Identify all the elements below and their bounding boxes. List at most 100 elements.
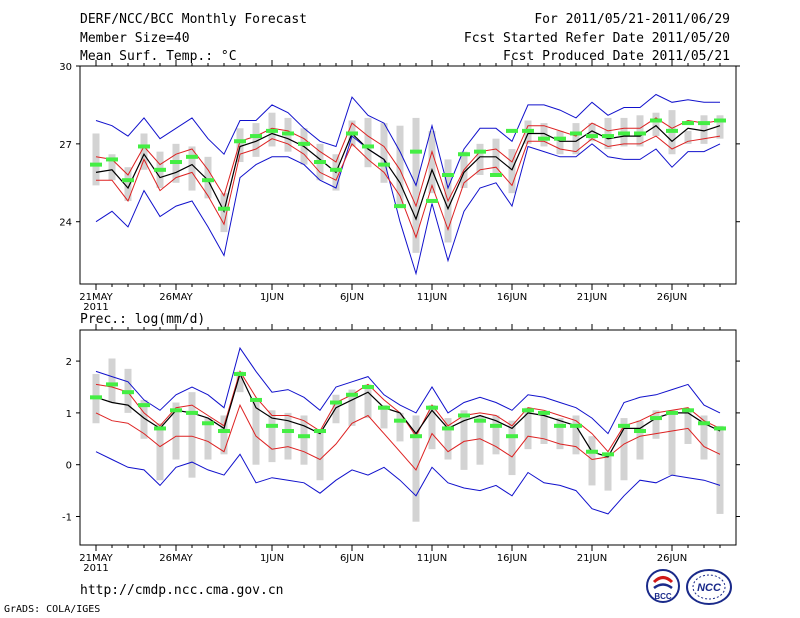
prec-spread-bar xyxy=(220,415,228,455)
prec-year-label: 2011 xyxy=(83,563,108,574)
forecast-period: For 2011/05/21-2011/06/29 xyxy=(534,12,730,27)
temp-spread-bar xyxy=(140,133,148,170)
temp-member-marker xyxy=(490,173,502,177)
prec-member-marker xyxy=(282,429,294,434)
temp-member-marker xyxy=(250,134,262,139)
prec-spread-bar xyxy=(268,410,276,463)
prec-member-marker xyxy=(522,408,534,413)
temp-xtick-label: 11JUN xyxy=(417,292,447,303)
temp-member-marker xyxy=(522,128,534,133)
prec-spread-bar xyxy=(316,431,324,481)
prec-spread-bar xyxy=(236,371,244,393)
prec-spread-bar xyxy=(188,392,196,478)
temp-member-marker xyxy=(90,162,102,167)
temp-member-marker xyxy=(442,173,454,177)
bcc-logo-text: BCC xyxy=(654,592,672,601)
prec-member-marker xyxy=(586,449,598,454)
temp-member-marker xyxy=(106,157,118,162)
temp-spread-bar xyxy=(252,123,260,157)
temp-spread-bar xyxy=(92,133,100,186)
forecast-produced-date: Fcst Produced Date 2011/05/21 xyxy=(503,49,730,64)
temp-spread-bar xyxy=(700,115,708,144)
prec-spread-bar xyxy=(620,418,628,481)
prec-xtick-label: 26MAY xyxy=(159,553,193,564)
prec-xtick-label: 1JUN xyxy=(260,553,284,564)
prec-member-marker xyxy=(346,392,358,397)
temp-member-marker xyxy=(314,160,326,165)
prec-chart: -1 0 1 2 21MAY 26MAY 1JUN 6JUN 11JUN 16JUN 21JUN 26… xyxy=(62,324,740,574)
temp-spread-bar xyxy=(604,117,612,150)
prec-member-marker xyxy=(202,421,214,426)
prec-spread-bar xyxy=(396,412,404,442)
prec-spread-bar xyxy=(684,410,692,444)
prec-member-marker xyxy=(250,397,262,402)
temp-member-marker xyxy=(362,144,374,149)
prec-member-marker xyxy=(698,421,710,426)
prec-spread-bar xyxy=(348,389,356,426)
prec-spread-bar xyxy=(428,405,436,450)
temp-xtick-label: 6JUN xyxy=(340,292,364,303)
prec-member-marker xyxy=(538,410,550,415)
temp-member-marker xyxy=(170,160,182,165)
prec-spread-bar xyxy=(300,415,308,465)
temp-spread-bar xyxy=(652,112,660,137)
prec-member-marker xyxy=(266,423,278,428)
bcc-logo-ring-icon xyxy=(646,569,680,603)
temp-member-marker xyxy=(330,167,342,172)
temp-frame xyxy=(79,65,737,285)
temp-xtick-label: 26MAY xyxy=(159,292,193,303)
prec-spread-bar xyxy=(524,407,532,450)
temp-spread-bar xyxy=(236,128,244,163)
prec-spread-bar xyxy=(540,412,548,444)
prec-member-marker xyxy=(218,429,230,434)
prec-member-marker xyxy=(106,382,118,387)
source-url[interactable]: http://cmdp.ncc.cma.gov.cn xyxy=(80,583,284,598)
temp-member-marker xyxy=(234,139,246,144)
temp-spread-bar xyxy=(572,123,580,155)
temp-xtick-label: 16JUN xyxy=(497,292,527,303)
prec-member-marker xyxy=(666,410,678,415)
prec-member-marker xyxy=(682,408,694,413)
prec-member-marker xyxy=(330,400,342,405)
temp-xtick-label: 21MAY xyxy=(79,292,113,303)
prec-spread-bar xyxy=(700,415,708,460)
temp-spread-bar xyxy=(124,167,132,201)
temp-envelope-high-line xyxy=(95,135,721,276)
prec-spread-bar xyxy=(156,423,164,481)
prec-spread-bar xyxy=(460,410,468,470)
temp-spread-bar xyxy=(508,149,516,194)
prec-member-marker xyxy=(314,429,326,434)
temp-xtick-label: 26JUN xyxy=(657,292,687,303)
temp-xtick-label: 21JUN xyxy=(577,292,607,303)
grads-credit: GrADS: COLA/IGES xyxy=(4,604,101,615)
temp-member-marker xyxy=(202,178,214,183)
temp-member-marker xyxy=(650,118,662,123)
temp-member-marker xyxy=(538,136,550,141)
prec-spread-bar xyxy=(636,420,644,460)
prec-ytick-label: 0 xyxy=(66,461,72,472)
prec-spread-bar xyxy=(476,415,484,465)
prec-member-marker xyxy=(634,429,646,434)
prec-member-marker xyxy=(442,426,454,431)
prec-spread-bar xyxy=(572,415,580,455)
prec-member-marker xyxy=(602,452,614,457)
temp-member-marker xyxy=(474,149,486,154)
temp-member-marker xyxy=(618,131,630,136)
temp-spread-bar xyxy=(684,130,692,144)
prec-frame xyxy=(79,329,737,546)
prec-spread-bar xyxy=(412,415,420,522)
prec-spread-bar xyxy=(332,394,340,424)
prec-member-marker xyxy=(154,426,166,431)
temp-member-marker xyxy=(154,167,166,172)
prec-spread-bar xyxy=(284,412,292,460)
prec-spread-bar xyxy=(444,418,452,460)
temp-spread-bar xyxy=(716,115,724,139)
prec-member-marker xyxy=(298,434,310,439)
bcc-logo-arc-icon xyxy=(652,576,674,584)
temp-member-marker xyxy=(218,206,230,211)
temp-member-marker xyxy=(426,198,438,203)
prec-member-marker xyxy=(650,416,662,421)
prec-envelope-low-line xyxy=(95,451,721,515)
prec-spread-bar xyxy=(380,405,388,429)
